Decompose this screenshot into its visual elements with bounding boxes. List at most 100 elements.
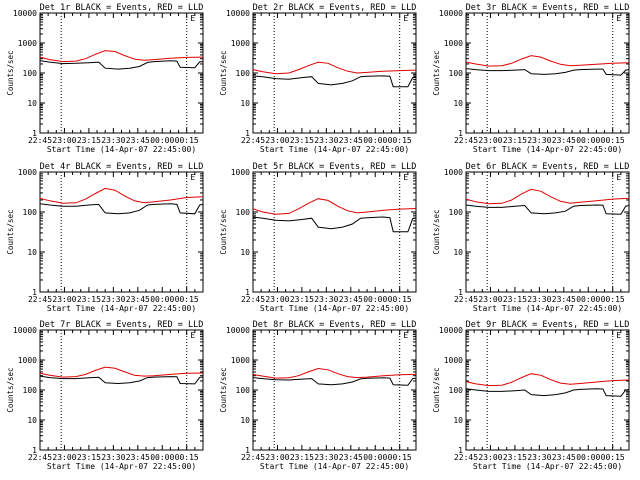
y-tick-label: 100 (236, 69, 251, 78)
y-tick-label: 1000 (444, 168, 463, 177)
x-tick-label: 22:45 (28, 453, 52, 462)
x-tick-label: 22:45 (454, 453, 478, 462)
series-line-events (39, 375, 204, 385)
x-tick-label: 23:00 (265, 453, 289, 462)
x-tick-label: 22:45 (454, 295, 478, 304)
y-tick-label: 1 (245, 288, 250, 297)
e-marker: E (190, 14, 195, 23)
y-tick-label: 10000 (226, 326, 250, 335)
x-tick-label: 23:30 (527, 295, 551, 304)
series-line-lld (252, 367, 417, 379)
plot-title: Det 4r BLACK = Events, RED = LLD (40, 162, 204, 172)
x-tick-label: 23:15 (290, 295, 314, 304)
x-tick-label: 00:00 (576, 295, 600, 304)
y-tick-label: 1 (32, 129, 37, 138)
series-line-lld (465, 55, 630, 67)
e-marker: E (616, 14, 621, 23)
x-tick-label: 00:15 (388, 453, 412, 462)
y-tick-label: 10 (240, 416, 250, 425)
x-tick-label: 23:45 (552, 453, 576, 462)
x-tick-label: 00:15 (175, 295, 199, 304)
y-tick-label: 10 (453, 416, 463, 425)
y-tick-label: 1 (245, 446, 250, 455)
series-line-lld (39, 50, 204, 63)
x-tick-label: 23:15 (290, 136, 314, 145)
x-tick-label: 00:00 (150, 136, 174, 145)
x-tick-label: 00:00 (363, 136, 387, 145)
x-tick-label: 23:15 (503, 295, 527, 304)
y-axis-label: Counts/sec (219, 209, 228, 254)
y-tick-label: 10000 (439, 9, 463, 18)
x-tick-label: 23:45 (339, 453, 363, 462)
y-tick-label: 10 (240, 248, 250, 257)
e-marker: E (403, 173, 408, 182)
plot-frame (465, 12, 630, 134)
x-tick-label: 23:45 (126, 453, 150, 462)
x-axis-label: Start Time (14-Apr-07 22:45:00) (47, 304, 196, 313)
e-marker: E (616, 173, 621, 182)
y-tick-label: 10 (27, 416, 37, 425)
y-axis-label: Counts/sec (6, 367, 15, 412)
detector-plot-9: Det 9r BLACK = Events, RED = LLD 1 10 100 10… (432, 320, 630, 471)
y-tick-label: 1000 (444, 39, 463, 48)
e-marker: E (403, 14, 408, 23)
plot-title: Det 5r BLACK = Events, RED = LLD (253, 162, 417, 172)
y-tick-label: 100 (236, 386, 251, 395)
y-tick-label: 1000 (231, 39, 250, 48)
e-marker: E (190, 331, 195, 340)
x-axis-label: Start Time (14-Apr-07 22:45:00) (473, 304, 622, 313)
x-tick-label: 22:45 (454, 136, 478, 145)
x-tick-label: 23:00 (478, 136, 502, 145)
x-tick-label: 23:00 (52, 295, 76, 304)
plot-title: Det 8r BLACK = Events, RED = LLD (253, 320, 417, 330)
y-tick-label: 10 (453, 99, 463, 108)
y-axis-label: Counts/sec (432, 367, 441, 412)
y-axis-label: Counts/sec (6, 50, 15, 95)
series-line-lld (465, 373, 630, 387)
y-tick-label: 1000 (231, 356, 250, 365)
x-tick-label: 23:15 (503, 453, 527, 462)
x-tick-label: 00:00 (576, 453, 600, 462)
y-axis-label: Counts/sec (219, 50, 228, 95)
detector-plot-3: Det 3r BLACK = Events, RED = LLD 1 10 100 10… (432, 3, 630, 154)
series-line-lld (39, 366, 204, 378)
y-tick-label: 10000 (13, 326, 37, 335)
x-tick-label: 23:00 (52, 136, 76, 145)
x-tick-label: 23:30 (101, 136, 125, 145)
y-tick-label: 1000 (444, 356, 463, 365)
e-marker: E (403, 331, 408, 340)
series-line-events (465, 388, 630, 397)
plot-frame (39, 329, 204, 451)
x-tick-label: 00:15 (601, 453, 625, 462)
x-axis-label: Start Time (14-Apr-07 22:45:00) (473, 145, 622, 154)
x-tick-label: 00:00 (150, 453, 174, 462)
x-tick-label: 23:15 (290, 453, 314, 462)
y-tick-label: 1 (458, 129, 463, 138)
detector-plot-4: Det 4r BLACK = Events, RED = LLD 1 10 100 10… (6, 162, 204, 313)
y-axis-label: Counts/sec (219, 367, 228, 412)
x-tick-label: 23:45 (552, 136, 576, 145)
y-axis-label: Counts/sec (432, 50, 441, 95)
plot-title: Det 3r BLACK = Events, RED = LLD (466, 3, 630, 13)
x-tick-label: 23:00 (52, 453, 76, 462)
y-tick-label: 1000 (18, 168, 37, 177)
series-line-lld (252, 198, 417, 215)
x-tick-label: 00:15 (175, 136, 199, 145)
plot-frame (465, 329, 630, 451)
y-tick-label: 10 (453, 248, 463, 257)
series-line-events (465, 68, 630, 76)
x-tick-label: 23:45 (339, 136, 363, 145)
x-tick-label: 00:15 (601, 136, 625, 145)
plot-title: Det 6r BLACK = Events, RED = LLD (466, 162, 630, 172)
x-axis-label: Start Time (14-Apr-07 22:45:00) (260, 304, 409, 313)
detector-plot-6: Det 6r BLACK = Events, RED = LLD 1 10 100 10… (432, 162, 630, 313)
x-tick-label: 00:00 (150, 295, 174, 304)
detector-plot-1: Det 1r BLACK = Events, RED = LLD 1 10 100 10… (6, 3, 204, 154)
x-tick-label: 23:45 (126, 136, 150, 145)
x-tick-label: 22:45 (241, 453, 265, 462)
plot-frame (252, 12, 417, 134)
series-line-lld (252, 61, 417, 75)
x-axis-label: Start Time (14-Apr-07 22:45:00) (260, 462, 409, 471)
series-line-events (252, 377, 417, 386)
x-axis-label: Start Time (14-Apr-07 22:45:00) (473, 462, 622, 471)
